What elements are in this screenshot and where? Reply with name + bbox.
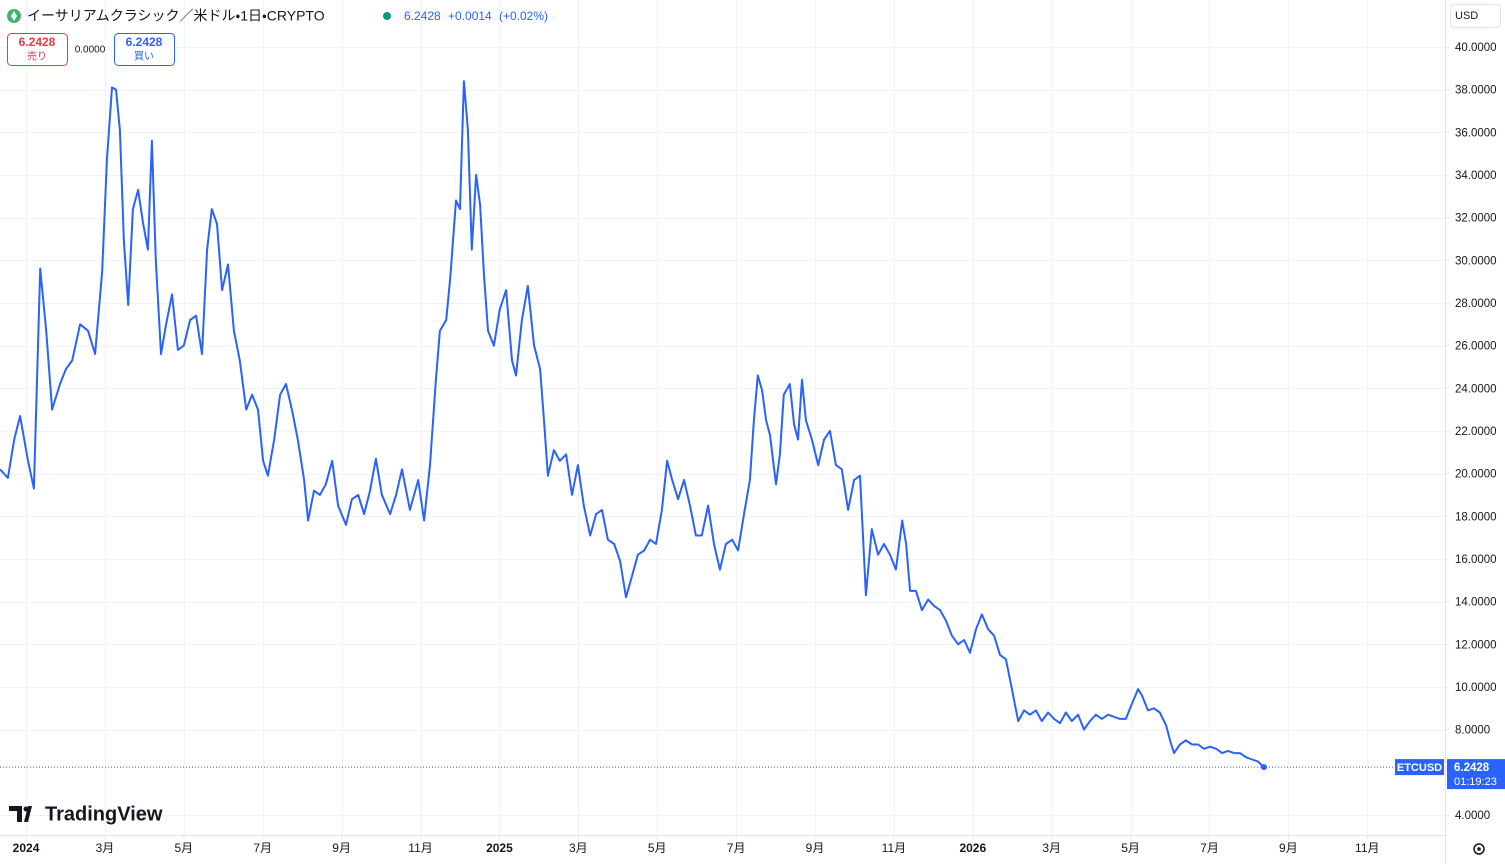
x-tick-label: 3月: [96, 841, 115, 855]
x-tick-label: 2024: [13, 841, 40, 855]
plot: [0, 80, 1445, 771]
price-change: +0.0014: [448, 9, 492, 23]
logo-icon: [23, 806, 29, 812]
y-tick-label: 8.0000: [1455, 725, 1490, 737]
y-tick-label: 34.0000: [1455, 170, 1497, 182]
sell-button[interactable]: [7, 33, 68, 66]
settings-button[interactable]: [1473, 843, 1485, 855]
y-tick-label: 26.0000: [1455, 341, 1497, 353]
price-line: [0, 80, 1265, 768]
spread: 0.0000: [75, 45, 106, 56]
y-tick-label: 10.0000: [1455, 682, 1497, 694]
x-tick-label: 7月: [253, 841, 272, 855]
price-tag: [1447, 759, 1505, 790]
y-tick-label: 28.0000: [1455, 298, 1497, 310]
x-tick-label: 5月: [174, 841, 193, 855]
y-tick-label: 36.0000: [1455, 127, 1497, 139]
last-price: 6.2428: [404, 9, 441, 23]
x-tick-label: 5月: [648, 841, 667, 855]
logo[interactable]: TradingView: [45, 803, 163, 825]
y-tick-label: 30.0000: [1455, 255, 1497, 267]
x-tick-label: 11月: [408, 841, 432, 855]
y-tick-label: 14.0000: [1455, 597, 1497, 609]
x-tick-label: 7月: [727, 841, 746, 855]
x-tick-label: 11月: [882, 841, 906, 855]
symbol-tag-label: ETCUSD: [1397, 762, 1442, 774]
x-tick-label: 9月: [1279, 841, 1298, 855]
price-tag-label: 6.2428: [1454, 762, 1490, 774]
price-change-pct: (+0.02%): [499, 9, 548, 23]
logo-icon: [9, 806, 32, 822]
sell-price: 6.2428: [19, 35, 56, 49]
last-point: [1260, 764, 1267, 771]
price-countdown: 01:19:23: [1454, 776, 1497, 788]
market-status: [383, 12, 391, 20]
currency: USD: [1455, 10, 1478, 22]
buy-button[interactable]: [114, 33, 175, 66]
x-tick-label: 5月: [1121, 841, 1140, 855]
buy-price: 6.2428: [126, 35, 163, 49]
x-tick-label: 2026: [959, 841, 986, 855]
y-tick-label: 16.0000: [1455, 554, 1497, 566]
y-tick-label: 12.0000: [1455, 639, 1497, 651]
symbol-icon-glyph: [11, 11, 17, 21]
symbol-title[interactable]: イーサリアムクラシック／米ドル・1日・CRYPTO: [27, 8, 325, 24]
x-tick-label: 3月: [1042, 841, 1061, 855]
y-tick-label: 40.0000: [1455, 42, 1497, 54]
settings-icon: [1477, 847, 1481, 851]
x-tick-label: 9月: [332, 841, 351, 855]
y-tick-label: 32.0000: [1455, 213, 1497, 225]
x-tick-label: 7月: [1200, 841, 1219, 855]
y-tick-label: 24.0000: [1455, 383, 1497, 395]
y-tick-label: 22.0000: [1455, 426, 1497, 438]
y-tick-label: 4.0000: [1455, 810, 1490, 822]
sell-label: 売り: [27, 50, 47, 63]
symbol-tag: [1395, 759, 1444, 776]
y-tick-label: 18.0000: [1455, 511, 1497, 523]
buy-label: 買い: [134, 51, 154, 63]
x-tick-label: 2025: [486, 841, 513, 855]
grid: [0, 0, 1445, 835]
currency-button[interactable]: [1450, 4, 1501, 28]
y-tick-label: 20.0000: [1455, 469, 1497, 481]
labels: 4.0000 8.0000 10.0000 12.0000 14.0000 16.0000…: [13, 42, 1505, 855]
y-tick-label: 38.0000: [1455, 85, 1497, 97]
x-tick-label: 9月: [806, 841, 825, 855]
x-tick-label: 3月: [569, 841, 588, 855]
x-tick-label: 11月: [1355, 841, 1379, 855]
